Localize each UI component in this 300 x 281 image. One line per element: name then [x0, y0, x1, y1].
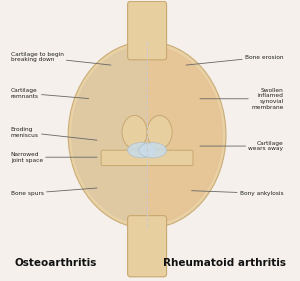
- Text: Osteoarthritis: Osteoarthritis: [14, 259, 97, 268]
- Text: Rheumatoid arthritis: Rheumatoid arthritis: [164, 259, 286, 268]
- Text: Eroding
meniscus: Eroding meniscus: [11, 127, 97, 140]
- Text: Bone erosion: Bone erosion: [186, 55, 284, 65]
- Ellipse shape: [147, 115, 172, 149]
- Text: Swollen
inflamed
synovial
membrane: Swollen inflamed synovial membrane: [200, 88, 284, 110]
- Ellipse shape: [128, 142, 155, 158]
- Text: Narrowed
joint space: Narrowed joint space: [11, 152, 97, 163]
- Text: Bone spurs: Bone spurs: [11, 188, 97, 196]
- FancyBboxPatch shape: [101, 150, 193, 166]
- Ellipse shape: [68, 42, 226, 228]
- Text: Cartilage
wears away: Cartilage wears away: [200, 141, 284, 151]
- Text: Bony ankylosis: Bony ankylosis: [192, 191, 284, 196]
- Polygon shape: [72, 46, 147, 224]
- Text: Cartilage
remnants: Cartilage remnants: [11, 88, 89, 99]
- Ellipse shape: [122, 115, 147, 149]
- Polygon shape: [147, 46, 222, 224]
- FancyBboxPatch shape: [128, 1, 167, 60]
- FancyBboxPatch shape: [128, 216, 167, 277]
- Text: Cartilage to begin
breaking down: Cartilage to begin breaking down: [11, 52, 111, 65]
- Ellipse shape: [139, 142, 166, 158]
